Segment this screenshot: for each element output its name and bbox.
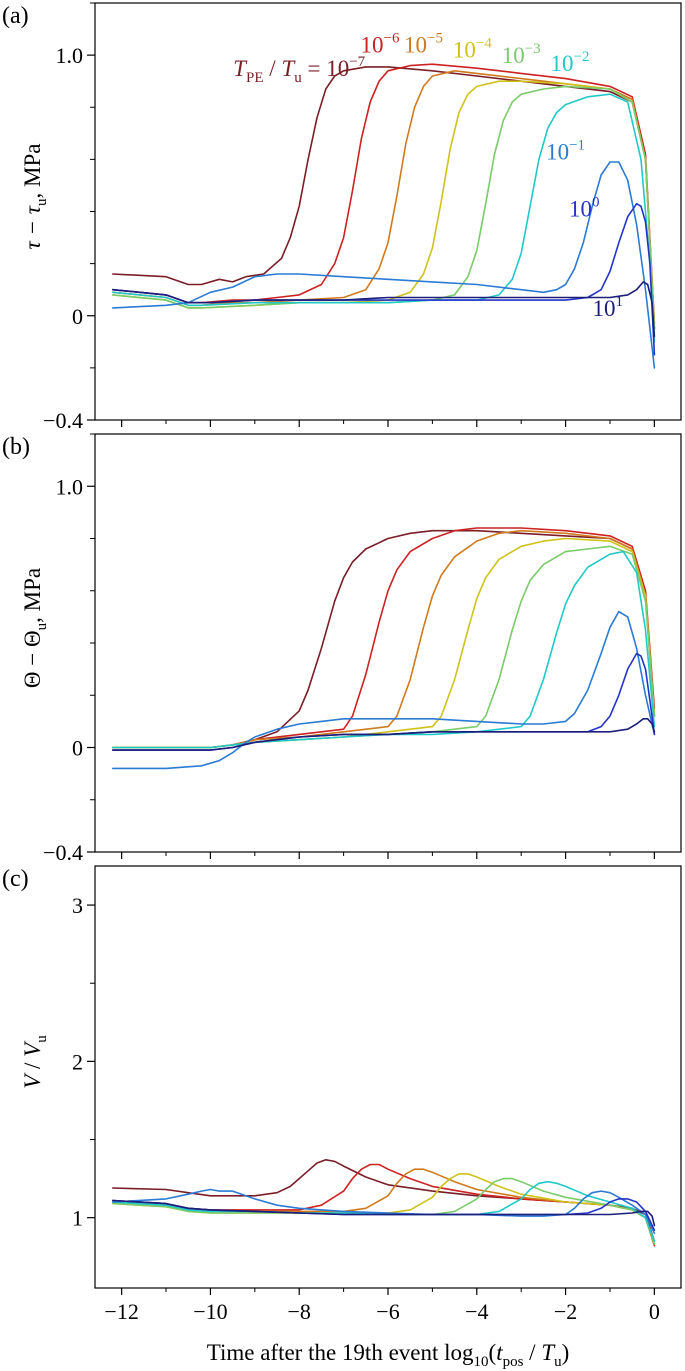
plot-frame: [94, 433, 682, 853]
y-tick-label: 0: [72, 736, 83, 761]
series-group: [112, 63, 656, 369]
series-line-1e-7: [112, 66, 656, 330]
y-tick-label: 0: [72, 304, 83, 329]
series-line-1e-3: [112, 85, 656, 330]
x-tick-label: 0: [649, 1299, 660, 1324]
y-tick-label: −0.4: [43, 408, 83, 433]
x-tick-label: −10: [193, 1299, 227, 1324]
plot-frame: [94, 2, 682, 421]
label-ratio-1e-3: 10−3: [502, 41, 541, 68]
panel-label: (a): [2, 3, 29, 29]
series-line-1e-6: [112, 63, 656, 325]
series-line-1e-2: [112, 93, 656, 343]
series-line-1e-7: [112, 529, 656, 749]
label-ratio-1e-5: 10−5: [404, 31, 443, 58]
series-line-1e1: [112, 718, 656, 751]
series-line-1e-7: [112, 1159, 656, 1242]
label-ratio-1e-4: 10−4: [453, 36, 492, 63]
label-ratio-1e-1: 10−1: [546, 137, 585, 164]
series-group: [112, 1159, 656, 1247]
label-ratio-1e1: 101: [593, 294, 624, 321]
series-line-1e-5: [112, 529, 656, 749]
x-tick-label: −12: [104, 1299, 138, 1324]
y-tick-label: 1: [72, 1206, 83, 1231]
y-axis-title: Θ − Θu, MPa: [20, 568, 50, 688]
y-tick-label: 2: [72, 1049, 83, 1074]
series-line-1e1: [112, 281, 656, 338]
label-ratio-1e-2: 10−2: [551, 49, 590, 76]
series-line-1e1: [112, 1199, 656, 1227]
y-tick-label: 1.0: [56, 43, 84, 68]
x-tick-label: −2: [554, 1299, 577, 1324]
y-tick-label: 1.0: [56, 474, 84, 499]
y-tick-label: 3: [72, 893, 83, 918]
series-line-1e-1: [112, 161, 656, 369]
label-ratio-1e-6: 10−6: [361, 31, 400, 58]
x-tick-label: −4: [465, 1299, 488, 1324]
series-line-1e-6: [112, 527, 656, 749]
label-ratio-1e-7: TPE / Tu = 10−7: [233, 54, 365, 86]
panel-label: (c): [2, 866, 29, 892]
series-line-1e-2: [112, 550, 656, 749]
y-axis-title: τ − τu, MPa: [20, 144, 50, 250]
y-axis-title: V / Vu: [20, 1035, 50, 1089]
series-line-1e-6: [112, 1163, 656, 1247]
series-line-1e-3: [112, 545, 656, 749]
y-tick-label: −0.4: [43, 840, 83, 865]
series-line-1e-3: [112, 1177, 656, 1245]
series-line-1e-1: [112, 610, 656, 770]
x-tick-label: −8: [288, 1299, 311, 1324]
x-axis-title: Time after the 19th event log10(tpos / T…: [207, 1340, 570, 1370]
panel-c: 1 2 3 (c) V / Vu: [2, 865, 682, 1295]
panel-label: (b): [2, 434, 30, 460]
series-line-1e-4: [112, 537, 656, 749]
series-line-1e0: [112, 652, 656, 751]
label-ratio-1e0: 100: [569, 195, 600, 222]
series-line-1e-5: [112, 1168, 656, 1245]
series-group: [112, 527, 656, 770]
plot-frame: [94, 865, 682, 1289]
panel-b: −0.4 0 1.0 (b) Θ − Θu, MPa: [2, 433, 682, 865]
x-tick-label: −6: [376, 1299, 399, 1324]
